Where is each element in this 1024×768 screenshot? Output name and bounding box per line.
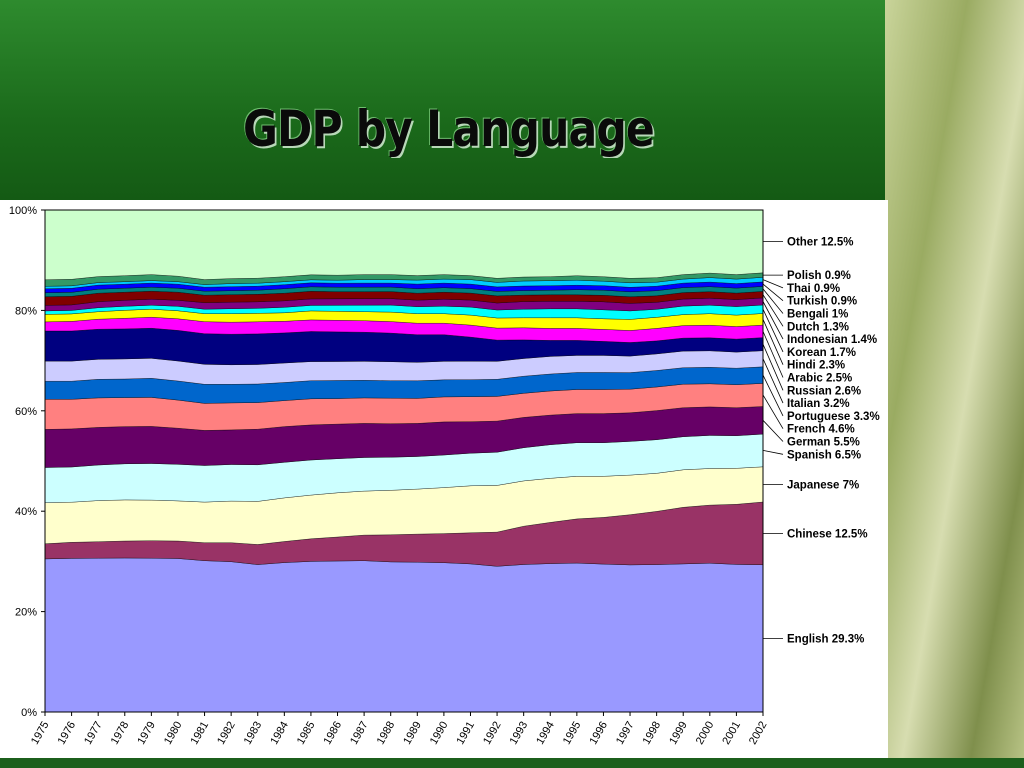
x-tick-label: 1976 <box>56 720 79 747</box>
x-tick-label: 1995 <box>561 720 584 747</box>
x-tick-label: 2002 <box>747 720 770 747</box>
legend-label-korean: Korean 1.7% <box>787 347 856 359</box>
legend-label-french: French 4.6% <box>787 424 855 436</box>
legend-leader-turkish <box>762 283 784 302</box>
y-tick-label: 100% <box>9 205 37 217</box>
y-tick-label: 60% <box>15 406 37 418</box>
legend-leader-indonesian <box>762 301 784 340</box>
bottom-border <box>0 758 1024 768</box>
x-tick-label: 1998 <box>641 720 664 747</box>
x-tick-label: 1992 <box>481 720 504 747</box>
x-tick-label: 2000 <box>694 720 717 747</box>
stacked-area-chart: 0%20%40%60%80%100% 1975 1976 1977 1978 1979 1… <box>9 205 880 747</box>
legend-label-polish: Polish 0.9% <box>787 270 851 282</box>
banknote-decoration <box>885 0 1024 768</box>
y-axis: 0% 20% 40% 60% 80% 100% <box>9 205 45 719</box>
legend-label-german: German 5.5% <box>787 436 860 448</box>
legend-label-chinese: Chinese 12.5% <box>787 528 868 540</box>
legend-leader-french <box>762 394 784 429</box>
y-tick-label: 20% <box>15 607 37 619</box>
area-series-group <box>44 209 764 713</box>
legend-leader-thai <box>762 279 784 289</box>
legend-leader-dutch <box>762 294 784 327</box>
y-tick-label: 80% <box>15 305 37 317</box>
plot-frame <box>44 209 764 713</box>
legend-label-portuguese: Portuguese 3.3% <box>787 411 880 423</box>
legend-leader-arabic <box>762 331 784 378</box>
legend-leader-italian <box>762 358 784 404</box>
x-tick-label: 1985 <box>295 720 318 747</box>
legend: English 29.3% Chinese 12.5% Japanese 7% Spa… <box>762 236 880 645</box>
x-tick-label: 1983 <box>242 720 265 747</box>
y-tick-label: 40% <box>15 506 37 518</box>
legend-label-indonesian: Indonesian 1.4% <box>787 334 877 346</box>
x-tick-label: 1977 <box>82 720 105 747</box>
x-tick-label: 1990 <box>428 720 451 747</box>
legend-label-hindi: Hindi 2.3% <box>787 360 845 372</box>
legend-label-english: English 29.3% <box>787 633 864 645</box>
slide-background <box>0 0 1024 200</box>
x-tick-label: 1980 <box>162 720 185 747</box>
x-tick-label: 1994 <box>534 720 557 747</box>
y-tick-label: 0% <box>21 707 37 719</box>
legend-label-italian: Italian 3.2% <box>787 398 850 410</box>
legend-leader-portuguese <box>762 374 784 417</box>
x-tick-label: 1981 <box>189 720 212 747</box>
legend-leader-hindi <box>762 319 784 365</box>
legend-label-spanish: Spanish 6.5% <box>787 449 861 461</box>
x-tick-label: 1984 <box>268 720 291 747</box>
x-tick-label: 1996 <box>587 720 610 747</box>
x-tick-label: 2001 <box>720 720 743 747</box>
legend-label-arabic: Arabic 2.5% <box>787 372 852 384</box>
x-tick-label: 1987 <box>348 720 371 747</box>
legend-label-other: Other 12.5% <box>787 236 853 248</box>
legend-label-japanese: Japanese 7% <box>787 479 859 491</box>
legend-label-turkish: Turkish 0.9% <box>787 296 857 308</box>
slide-title: GDP by Language <box>243 100 655 158</box>
legend-leader-russian <box>762 344 784 391</box>
legend-leader-spanish <box>762 450 784 455</box>
x-tick-label: 1986 <box>321 720 344 747</box>
x-tick-label: 1999 <box>667 720 690 747</box>
chart-panel: 0% 20% 40% 60% 80% 100% 1975 1976 1977 1978 1979 1… <box>0 200 888 758</box>
area-english <box>44 557 764 713</box>
legend-leader-bengali <box>762 288 784 314</box>
x-tick-label: 1982 <box>215 720 238 747</box>
x-tick-label: 1997 <box>614 720 637 747</box>
x-tick-label: 1979 <box>135 720 158 747</box>
x-tick-label: 1975 <box>29 720 52 747</box>
x-axis: 1975 1976 1977 1978 1979 1980 1981 1982 1983 1984… <box>29 712 770 747</box>
legend-label-dutch: Dutch 1.3% <box>787 321 849 333</box>
x-tick-label: 1988 <box>375 720 398 747</box>
legend-label-bengali: Bengali 1% <box>787 308 848 320</box>
x-tick-label: 1993 <box>508 720 531 747</box>
x-tick-label: 1991 <box>454 720 477 747</box>
x-tick-label: 1989 <box>401 720 424 747</box>
x-tick-label: 1978 <box>109 720 132 747</box>
legend-leader-german <box>762 420 784 442</box>
legend-label-russian: Russian 2.6% <box>787 385 861 397</box>
legend-label-thai: Thai 0.9% <box>787 283 840 295</box>
legend-leader-korean <box>762 309 784 353</box>
area-other <box>44 209 764 280</box>
